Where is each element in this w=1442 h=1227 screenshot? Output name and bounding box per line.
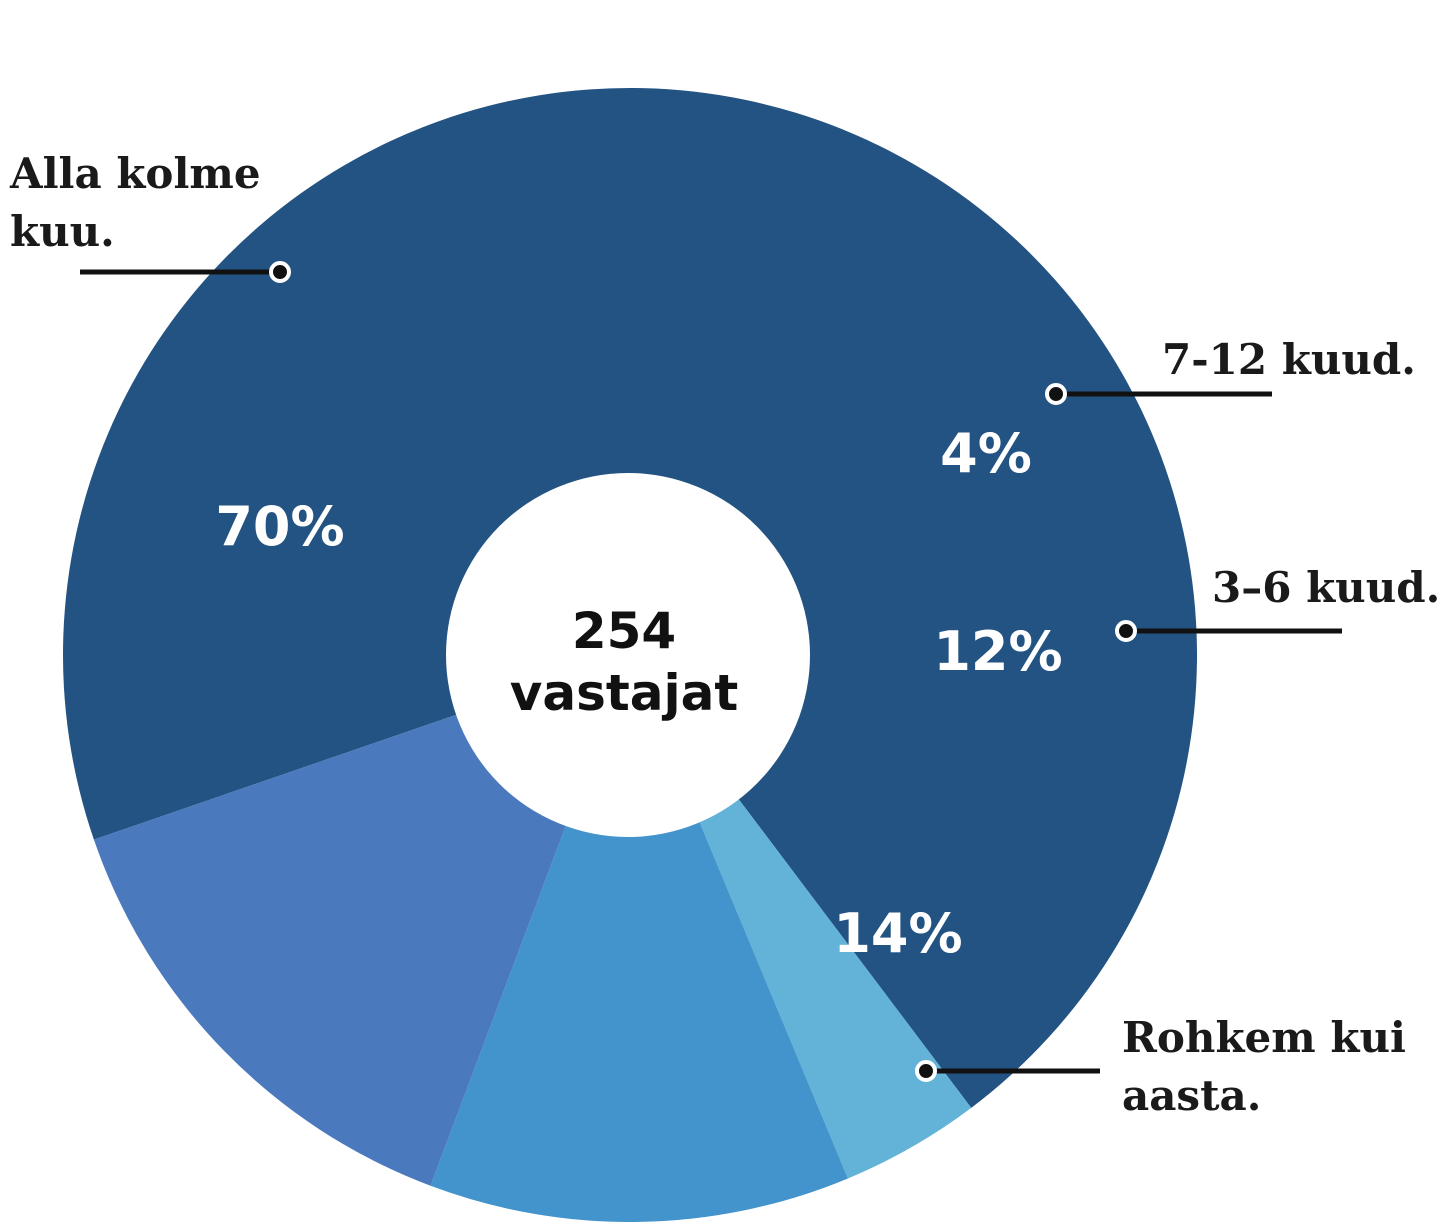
callouts-group: Alla kolme kuu. 7-12 kuud. 3–6 kuud. Rohkem … (9, 149, 1440, 1120)
callout-dot-1 (269, 261, 291, 283)
pie-slice-4 (93, 655, 630, 1186)
category-label-3-line-1: 3–6 kuud. (1212, 563, 1440, 612)
category-label-1-line-2: kuu. (10, 207, 115, 256)
category-label-1-line-1: Alla kolme (9, 149, 261, 198)
value-label-2: 4% (940, 422, 1032, 485)
callout-dot-2 (1045, 383, 1067, 405)
pie-slice-3 (430, 655, 848, 1222)
value-label-3: 12% (933, 620, 1062, 683)
donut-hole (446, 473, 810, 837)
category-label-2-line-1: 7-12 kuud. (1162, 335, 1416, 384)
callout-dot-3 (1115, 620, 1137, 642)
callout-dot-4 (915, 1060, 937, 1082)
center-label-line-2: vastajat (510, 664, 739, 722)
value-label-1: 70% (215, 495, 344, 558)
category-label-4-line-1: Rohkem kui (1122, 1013, 1406, 1062)
category-label-4-line-2: aasta. (1122, 1071, 1261, 1120)
center-label-line-1: 254 (572, 602, 676, 660)
value-label-4: 14% (833, 902, 962, 965)
value-labels-group: 70% 4% 12% 14% (215, 422, 1062, 965)
